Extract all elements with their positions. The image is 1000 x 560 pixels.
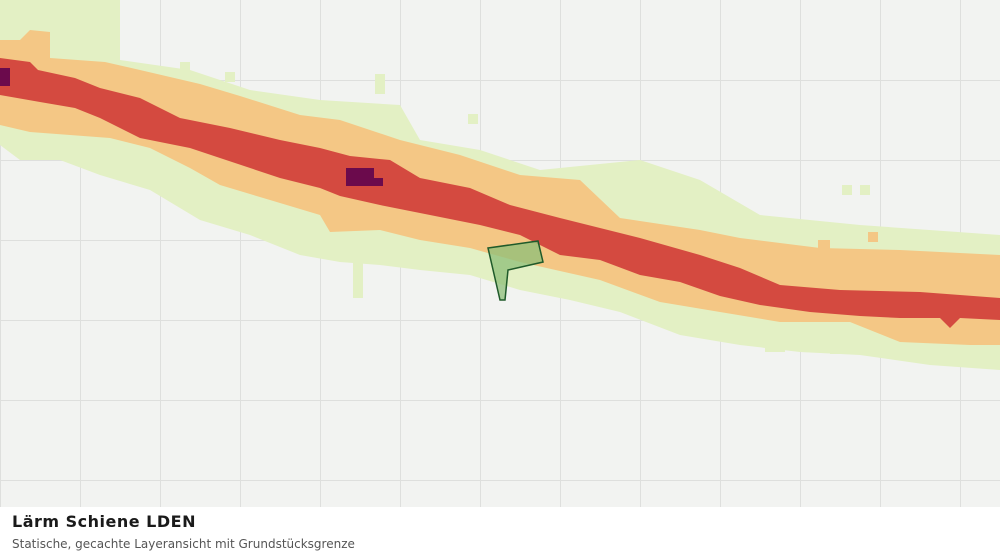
noise-zone-high bbox=[0, 58, 1000, 328]
map bbox=[0, 0, 1000, 507]
caption-title: Lärm Schiene LDEN bbox=[12, 512, 196, 531]
noise-zone-medium bbox=[0, 30, 1000, 345]
caption: Lärm Schiene LDEN Statische, gecachte La… bbox=[12, 512, 988, 551]
parcel-boundary bbox=[487, 240, 544, 301]
noise-zone-very-high bbox=[0, 68, 383, 186]
caption-subtitle: Statische, gecachte Layeransicht mit Gru… bbox=[12, 537, 355, 551]
